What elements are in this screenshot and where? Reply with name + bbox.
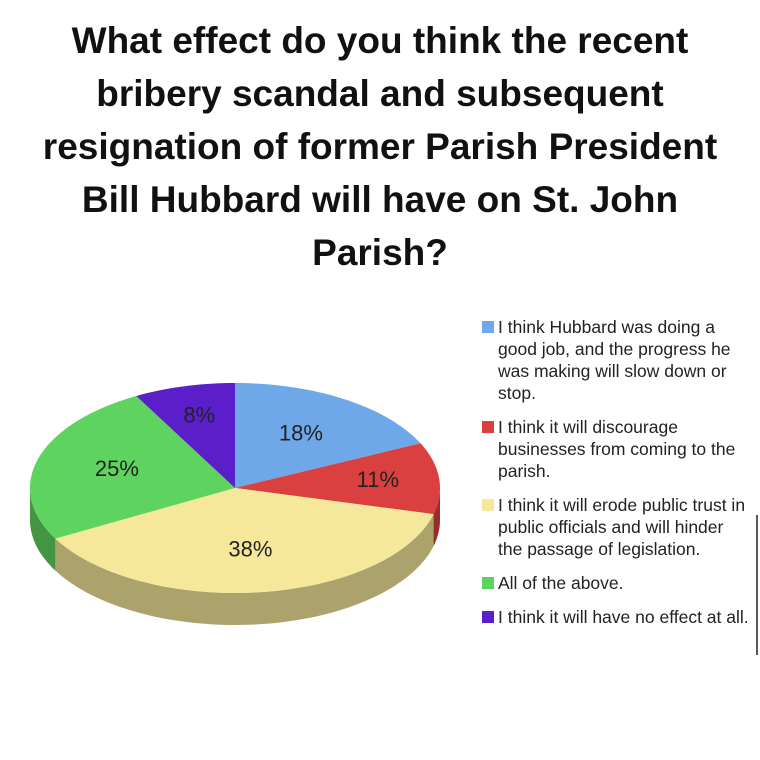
value-label: 25% [95, 456, 139, 481]
legend-label: All of the above. [498, 573, 624, 593]
legend-swatch [482, 577, 494, 589]
legend-swatch [482, 611, 494, 623]
slice-side [30, 488, 56, 571]
slice [136, 383, 235, 488]
legend-label: I think it will have no effect at all. [498, 607, 749, 627]
value-label: 11% [357, 467, 399, 492]
chart-title: What effect do you think the recent brib… [42, 20, 718, 273]
legend-label: I think it will erode public trust in pu… [498, 495, 746, 559]
legend-item: I think Hubbard was doing a good job, an… [480, 316, 750, 404]
slice [55, 488, 434, 593]
slice [235, 383, 421, 488]
legend-swatch [482, 499, 494, 511]
slice-side [55, 514, 434, 625]
value-label: 38% [228, 536, 272, 561]
legend-swatch [482, 421, 494, 433]
slice-side [433, 488, 440, 547]
legend-item: I think it will erode public trust in pu… [480, 494, 750, 560]
value-label: 18% [279, 421, 323, 446]
legend: I think Hubbard was doing a good job, an… [480, 316, 750, 640]
slice [30, 395, 235, 539]
legend-item: I think it will have no effect at all. [480, 606, 750, 628]
legend-item: I think it will discourage businesses fr… [480, 416, 750, 482]
slice [235, 443, 440, 515]
legend-label: I think it will discourage businesses fr… [498, 417, 736, 481]
legend-label: I think Hubbard was doing a good job, an… [498, 317, 731, 403]
legend-item: All of the above. [480, 572, 750, 594]
legend-swatch [482, 321, 494, 333]
value-label: 8% [183, 403, 215, 428]
